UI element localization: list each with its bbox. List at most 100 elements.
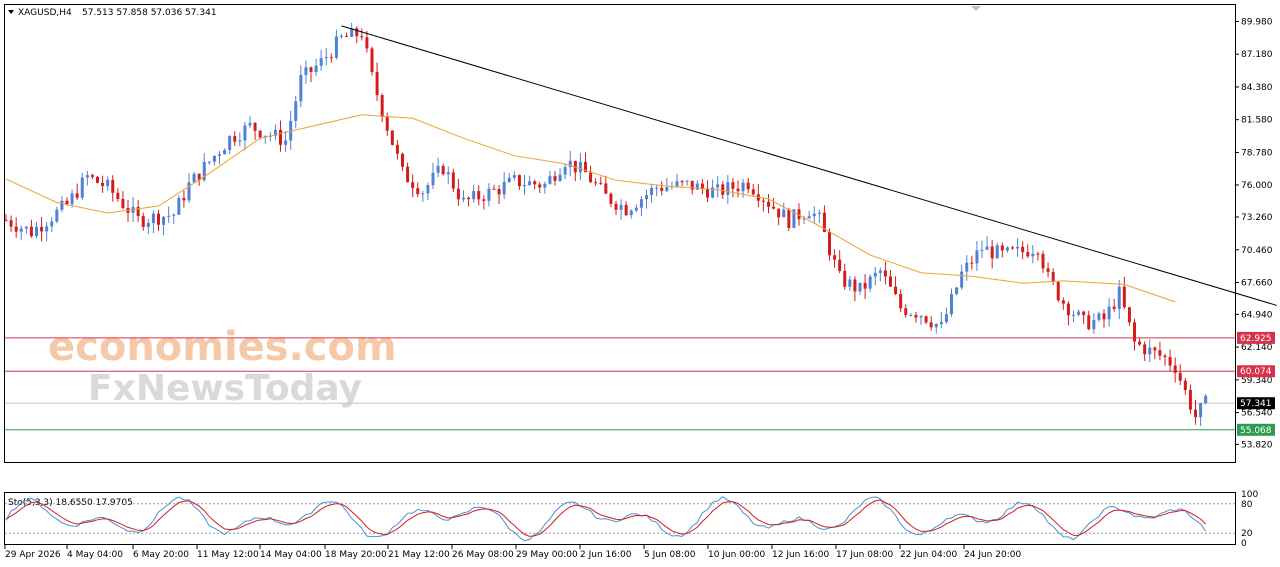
candle-body: [116, 192, 120, 200]
price-tick-label: 70.460: [1241, 246, 1273, 256]
candle-body: [792, 209, 796, 228]
price-tick-label: 84.380: [1241, 83, 1273, 93]
candle-body: [1117, 286, 1121, 309]
candle-body: [609, 193, 613, 204]
candle-body: [90, 175, 94, 177]
candle-body: [421, 193, 425, 195]
candle-body: [1077, 311, 1081, 315]
candle-body: [1158, 350, 1162, 356]
candle-body: [1005, 247, 1009, 251]
candle-body: [980, 249, 984, 251]
candle-body: [1204, 395, 1208, 404]
stochastic-main-line: [5, 496, 1207, 542]
time-tick-label: 4 May 04:00: [67, 550, 123, 560]
candle-body: [904, 308, 908, 315]
candle-body: [446, 172, 450, 175]
candle-body: [533, 181, 537, 185]
stochastic-level-label: 20: [1241, 529, 1253, 539]
price-tick-label: 62.140: [1241, 343, 1273, 353]
candle-body: [899, 294, 903, 309]
trendline[interactable]: [341, 25, 1277, 306]
candle-body: [19, 228, 23, 232]
candle-body: [675, 181, 679, 187]
candle-body: [894, 286, 898, 295]
candle-body: [50, 221, 54, 227]
candle-body: [853, 279, 857, 292]
candle-body: [838, 259, 842, 271]
price-tick-label: 53.820: [1241, 440, 1273, 450]
candle-body: [751, 189, 755, 195]
ohlc-values: 57.513 57.858 57.036 57.341: [82, 8, 217, 18]
time-tick-label: 6 May 20:00: [133, 550, 189, 560]
candle-body: [1173, 365, 1177, 373]
candle-body: [370, 48, 374, 72]
horizontal-levels[interactable]: [5, 337, 1235, 431]
stochastic-panel[interactable]: [4, 492, 1236, 545]
time-tick-label: 17 Jun 08:00: [836, 550, 893, 560]
candle-body: [1011, 247, 1014, 249]
candle-body: [817, 212, 821, 214]
candle-body: [1107, 306, 1111, 320]
candle-body: [1097, 313, 1101, 320]
candle-body: [157, 213, 160, 225]
candle-body: [1072, 314, 1075, 316]
candle-body: [431, 172, 435, 186]
watermark-fxnewstoday: FxNewsToday: [88, 368, 362, 409]
candle-body: [492, 188, 496, 190]
time-tick-label: 24 Jun 20:00: [964, 550, 1021, 560]
candle-body: [995, 245, 999, 259]
moving-average-line: [5, 114, 1176, 303]
current-price-tag: [1237, 397, 1275, 410]
candle-body: [172, 214, 176, 216]
candle-body: [314, 65, 318, 72]
candle-body: [812, 213, 816, 217]
collapse-arrow-icon[interactable]: [8, 10, 14, 14]
time-tick-label: 29 Apr 2026: [5, 550, 61, 560]
candle-body: [477, 191, 481, 200]
candle-body: [233, 136, 237, 142]
price-tick-label: 73.260: [1241, 213, 1273, 223]
price-tick-label: 59.340: [1241, 376, 1273, 386]
candle-body: [741, 182, 745, 192]
candle-body: [202, 161, 206, 181]
candle-body: [807, 216, 811, 219]
candle-body: [1102, 313, 1106, 320]
candle-body: [1066, 303, 1070, 316]
time-tick-label: 10 Jun 00:00: [708, 550, 765, 560]
candle-body: [1138, 341, 1142, 345]
candle-body: [685, 180, 689, 182]
candle-body: [1188, 389, 1192, 410]
candle-body: [833, 255, 837, 260]
candle-body: [634, 207, 638, 211]
time-tick-label: 11 May 12:00: [197, 550, 259, 560]
candle-body: [660, 187, 664, 191]
candle-body: [334, 36, 338, 58]
candle-body: [624, 204, 628, 216]
candle-body: [212, 155, 216, 162]
stochastic-label: Sto(5,3,3) 18.6550 17.9705: [8, 498, 133, 508]
candle-body: [822, 212, 826, 232]
candle-body: [950, 294, 953, 315]
candles: [4, 22, 1208, 426]
scroll-marker-icon[interactable]: [971, 6, 981, 11]
candle-body: [507, 177, 511, 182]
time-tick-label: 21 May 12:00: [388, 550, 450, 560]
stochastic-level-label: 100: [1241, 490, 1258, 500]
price-panel[interactable]: [4, 4, 1236, 463]
candle-body: [197, 173, 201, 181]
candle-body: [944, 314, 948, 323]
candle-body: [294, 101, 298, 121]
candle-body: [55, 209, 59, 222]
price-tick-label: 67.660: [1241, 279, 1273, 289]
level-price-tag-label: 55.068: [1240, 426, 1272, 436]
candle-body: [101, 182, 105, 187]
candle-body: [411, 182, 415, 189]
candle-body: [416, 188, 420, 195]
candle-body: [711, 187, 715, 198]
candle-body: [1168, 356, 1172, 366]
candle-body: [65, 200, 69, 205]
candle-body: [355, 28, 359, 37]
candle-body: [207, 161, 211, 163]
candle-body: [365, 37, 369, 49]
